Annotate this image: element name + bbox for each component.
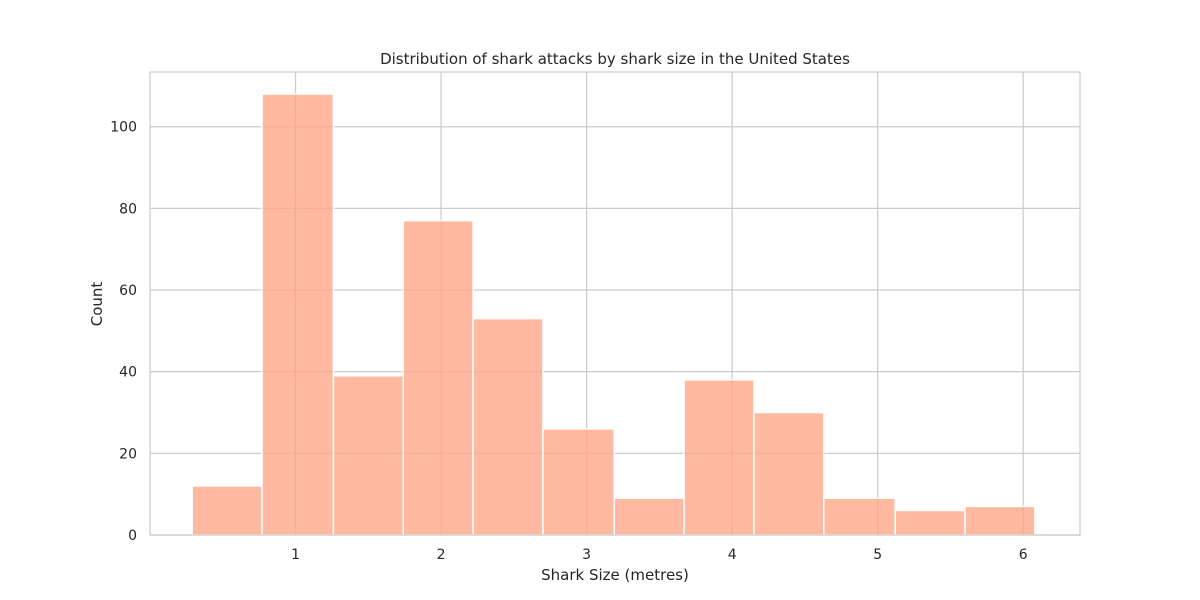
histogram-bar (261, 93, 335, 536)
histogram-bar (191, 485, 263, 536)
histogram-bar (823, 497, 896, 536)
x-tick-label: 4 (728, 547, 737, 563)
histogram-bar (542, 428, 616, 536)
histogram-bar (964, 505, 1036, 536)
x-tick-label: 3 (582, 547, 591, 563)
bars (191, 93, 1036, 536)
histogram-bar (613, 497, 685, 536)
y-tick-label: 0 (128, 528, 137, 544)
x-tick-label: 6 (1019, 547, 1028, 563)
histogram-bar (472, 317, 544, 536)
y-tick-label: 20 (119, 446, 137, 462)
x-tick-label: 2 (437, 547, 446, 563)
y-axis-label: Count (88, 282, 106, 327)
y-tick-label: 80 (119, 201, 137, 217)
histogram-bar (683, 379, 755, 536)
histogram-bar (894, 509, 966, 536)
x-axis-label: Shark Size (metres) (541, 566, 689, 584)
y-tick-label: 40 (119, 365, 137, 381)
x-tick-label: 5 (873, 547, 882, 563)
x-tick-label: 1 (291, 547, 300, 563)
plot-frame (149, 71, 1081, 536)
histogram-bar (332, 375, 404, 536)
y-tick-label: 100 (110, 120, 137, 136)
y-tick-label: 60 (119, 283, 137, 299)
histogram-bar (402, 219, 474, 536)
histogram-bar (753, 411, 825, 536)
chart-title: Distribution of shark attacks by shark s… (380, 50, 850, 68)
